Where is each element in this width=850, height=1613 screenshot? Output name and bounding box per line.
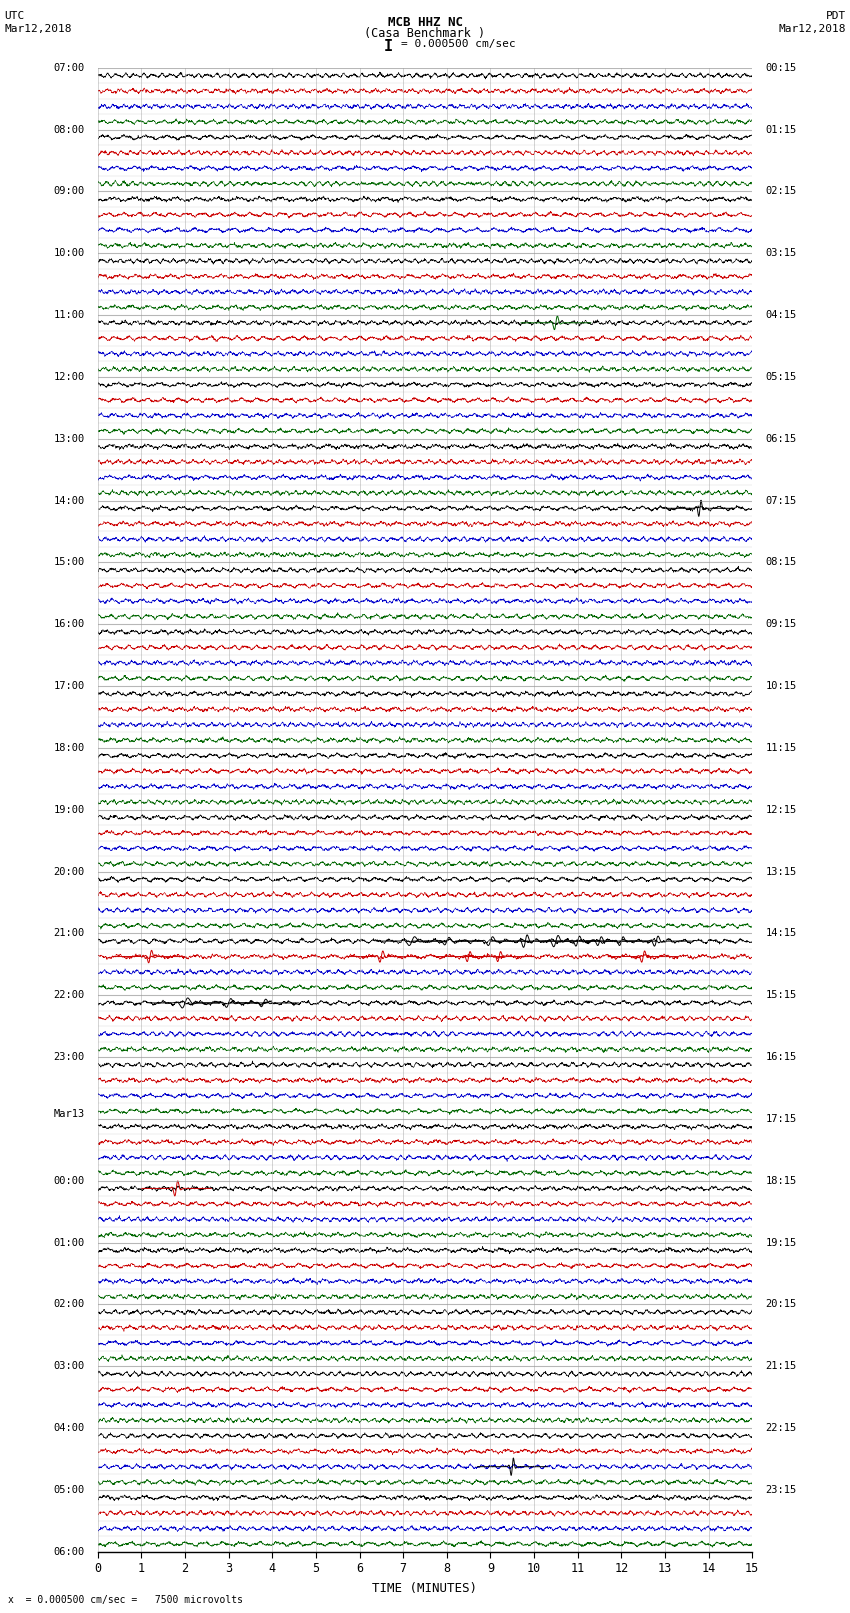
Text: 23:00: 23:00 (54, 1052, 85, 1061)
Text: 01:15: 01:15 (765, 124, 796, 134)
Text: 20:00: 20:00 (54, 866, 85, 876)
Text: Mar13: Mar13 (54, 1108, 85, 1119)
Text: 11:00: 11:00 (54, 310, 85, 319)
Text: 14:15: 14:15 (765, 929, 796, 939)
Text: 07:00: 07:00 (54, 63, 85, 73)
Text: 03:00: 03:00 (54, 1361, 85, 1371)
Text: 13:15: 13:15 (765, 866, 796, 876)
Text: 19:00: 19:00 (54, 805, 85, 815)
Text: 02:00: 02:00 (54, 1300, 85, 1310)
Text: 10:00: 10:00 (54, 248, 85, 258)
Text: 22:00: 22:00 (54, 990, 85, 1000)
Text: 09:00: 09:00 (54, 187, 85, 197)
Text: 04:15: 04:15 (765, 310, 796, 319)
Text: 09:15: 09:15 (765, 619, 796, 629)
Text: Mar12,2018: Mar12,2018 (779, 24, 846, 34)
Text: 20:15: 20:15 (765, 1300, 796, 1310)
Text: 05:15: 05:15 (765, 373, 796, 382)
Text: PDT: PDT (825, 11, 846, 21)
Text: 22:15: 22:15 (765, 1423, 796, 1432)
Text: 17:00: 17:00 (54, 681, 85, 690)
Text: 06:00: 06:00 (54, 1547, 85, 1557)
Text: 10:15: 10:15 (765, 681, 796, 690)
Text: 01:00: 01:00 (54, 1237, 85, 1247)
Text: 00:00: 00:00 (54, 1176, 85, 1186)
Text: 18:00: 18:00 (54, 744, 85, 753)
Text: UTC: UTC (4, 11, 25, 21)
Text: (Casa Benchmark ): (Casa Benchmark ) (365, 27, 485, 40)
Text: 21:15: 21:15 (765, 1361, 796, 1371)
Text: 15:00: 15:00 (54, 558, 85, 568)
Text: 21:00: 21:00 (54, 929, 85, 939)
Text: 16:15: 16:15 (765, 1052, 796, 1061)
Text: 03:15: 03:15 (765, 248, 796, 258)
Text: 05:00: 05:00 (54, 1486, 85, 1495)
Text: MCB HHZ NC: MCB HHZ NC (388, 16, 462, 29)
Text: I: I (384, 39, 393, 53)
Text: 23:15: 23:15 (765, 1486, 796, 1495)
Text: x  = 0.000500 cm/sec =   7500 microvolts: x = 0.000500 cm/sec = 7500 microvolts (8, 1595, 243, 1605)
Text: 14:00: 14:00 (54, 495, 85, 505)
Text: 12:00: 12:00 (54, 373, 85, 382)
Text: 06:15: 06:15 (765, 434, 796, 444)
Text: 08:15: 08:15 (765, 558, 796, 568)
Text: 00:15: 00:15 (765, 63, 796, 73)
Text: 16:00: 16:00 (54, 619, 85, 629)
Text: 07:15: 07:15 (765, 495, 796, 505)
Text: = 0.000500 cm/sec: = 0.000500 cm/sec (401, 39, 516, 48)
Text: 11:15: 11:15 (765, 744, 796, 753)
Text: 18:15: 18:15 (765, 1176, 796, 1186)
Text: 13:00: 13:00 (54, 434, 85, 444)
Text: 12:15: 12:15 (765, 805, 796, 815)
Text: 15:15: 15:15 (765, 990, 796, 1000)
X-axis label: TIME (MINUTES): TIME (MINUTES) (372, 1582, 478, 1595)
Text: 04:00: 04:00 (54, 1423, 85, 1432)
Text: Mar12,2018: Mar12,2018 (4, 24, 71, 34)
Text: 02:15: 02:15 (765, 187, 796, 197)
Text: 08:00: 08:00 (54, 124, 85, 134)
Text: 17:15: 17:15 (765, 1115, 796, 1124)
Text: 19:15: 19:15 (765, 1237, 796, 1247)
